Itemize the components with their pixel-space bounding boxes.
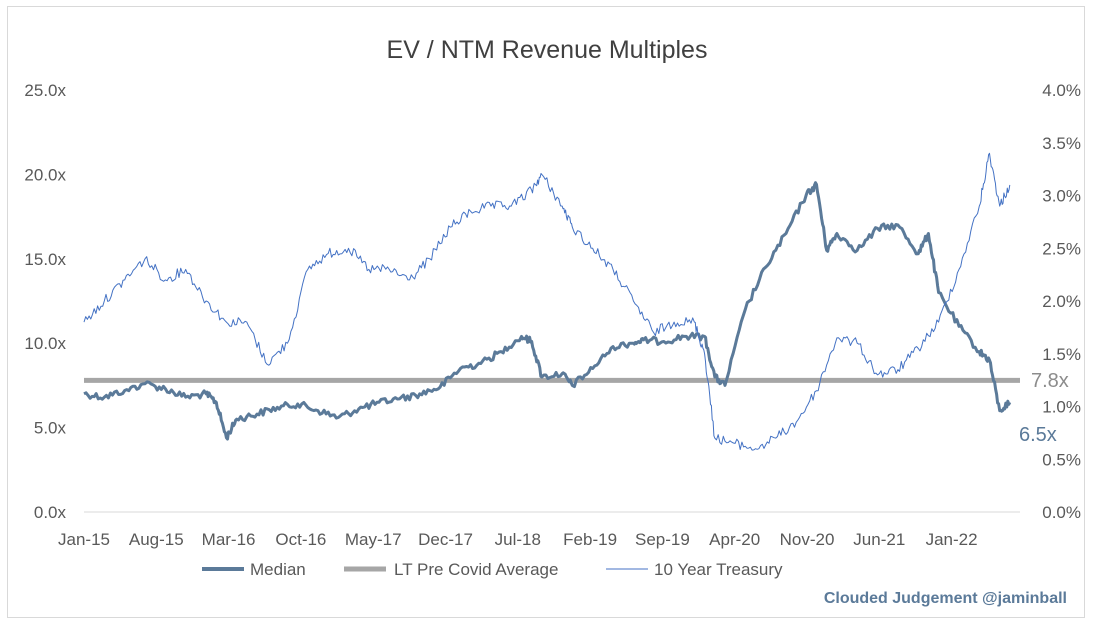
series-10-year-treasury	[83, 152, 1011, 451]
x-tick-label: Sep-19	[635, 530, 690, 549]
y-left-tick-label: 10.0x	[24, 334, 66, 353]
y-right-tick-label: 3.5%	[1042, 134, 1081, 153]
x-tick-label: May-17	[345, 530, 402, 549]
y-right-tick-label: 4.0%	[1042, 81, 1081, 100]
y-left-tick-label: 25.0x	[24, 81, 66, 100]
x-tick-label: Nov-20	[780, 530, 835, 549]
x-tick-label: Dec-17	[418, 530, 473, 549]
median-callout: 6.5x	[1019, 424, 1057, 446]
legend: Median LT Pre Covid Average 10 Year Trea…	[202, 560, 783, 579]
y-right-tick-label: 0.5%	[1042, 450, 1081, 469]
x-tick-label: Apr-20	[709, 530, 760, 549]
legend-median-label: Median	[250, 560, 306, 579]
y-right-tick-label: 2.5%	[1042, 239, 1081, 258]
x-tick-label: Jul-18	[495, 530, 541, 549]
x-tick-label: Jan-15	[58, 530, 110, 549]
y-left-tick-label: 5.0x	[34, 419, 67, 438]
y-left-tick-label: 15.0x	[24, 250, 66, 269]
series-median	[83, 181, 1012, 441]
y-axis-right: 0.0% 0.5% 1.0% 1.5% 2.0% 2.5% 3.0% 3.5% 4.0%	[1042, 81, 1081, 522]
y-right-tick-label: 1.0%	[1042, 398, 1081, 417]
legend-treasury-label: 10 Year Treasury	[654, 560, 783, 579]
y-left-tick-label: 20.0x	[24, 165, 66, 184]
x-tick-label: Aug-15	[129, 530, 184, 549]
y-right-tick-label: 2.0%	[1042, 292, 1081, 311]
avg-callout: 7.8x	[1031, 370, 1069, 392]
x-tick-label: Feb-19	[563, 530, 617, 549]
y-left-tick-label: 0.0x	[34, 503, 67, 522]
x-axis: Jan-15 Aug-15 Mar-16 Oct-16 May-17 Dec-17 Jul-…	[58, 530, 978, 549]
y-axis-left: 0.0x 5.0x 10.0x 15.0x 20.0x 25.0x	[24, 81, 66, 522]
x-tick-label: Oct-16	[275, 530, 326, 549]
chart-title: EV / NTM Revenue Multiples	[387, 36, 708, 64]
y-right-tick-label: 3.0%	[1042, 187, 1081, 206]
y-right-tick-label: 0.0%	[1042, 503, 1081, 522]
x-tick-label: Jun-21	[853, 530, 905, 549]
chart-frame	[7, 6, 1085, 618]
watermark: Clouded Judgement @jaminball	[824, 590, 1067, 607]
x-tick-label: Jan-22	[926, 530, 978, 549]
legend-avg-label: LT Pre Covid Average	[394, 560, 558, 579]
plot-area	[83, 152, 1020, 451]
y-right-tick-label: 1.5%	[1042, 345, 1081, 364]
x-tick-label: Mar-16	[202, 530, 256, 549]
